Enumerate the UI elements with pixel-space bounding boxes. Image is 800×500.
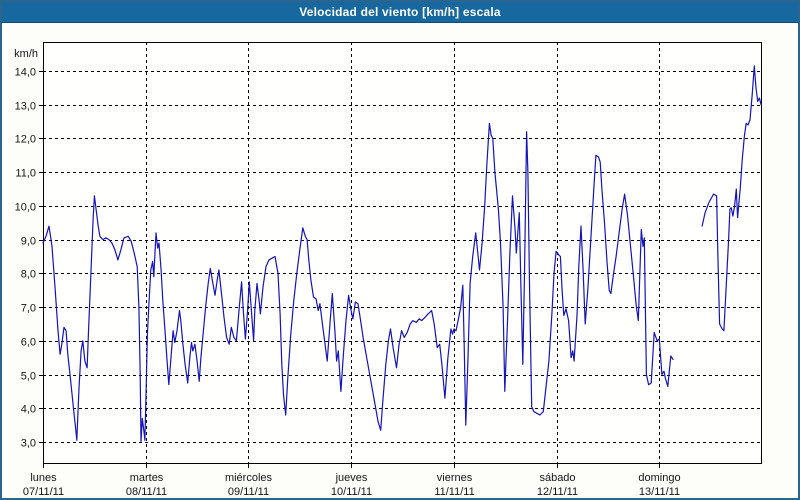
y-axis-tick-label: 8,0 — [21, 269, 36, 281]
plot-background — [43, 42, 762, 464]
chart-area: 14,0 13,0 12,0 11,0 10,0 9,0 8,0 7,0 6,0 5,0 4,0 3,… — [2, 23, 798, 498]
day-date-label: 12/11/11 — [537, 486, 578, 498]
wind-speed-kmh-after-gap-line — [701, 65, 762, 332]
day-date-label: 07/11/11 — [23, 486, 64, 498]
day-name-label: lunes — [30, 472, 57, 484]
day-date-label: 11/11/11 — [434, 486, 474, 498]
y-axis-tick-label: 6,0 — [21, 337, 36, 349]
wind-speed-kmh-line — [42, 122, 674, 443]
y-axis-tick-label: 10,0 — [15, 202, 36, 214]
day-name-label: miércoles — [225, 472, 273, 484]
day-date-label: 10/11/11 — [331, 486, 372, 498]
y-axis-tick-label: 4,0 — [21, 404, 36, 416]
y-axis-tick-label: 14,0 — [15, 67, 36, 79]
y-axis-unit-label: km/h — [14, 48, 38, 60]
day-name-label: jueves — [335, 472, 368, 484]
day-name-label: viernes — [437, 472, 473, 484]
y-axis-tick-label: 11,0 — [15, 168, 36, 180]
y-axis-tick-label: 12,0 — [15, 134, 36, 146]
day-date-label: 09/11/11 — [228, 486, 269, 498]
plot-border — [43, 42, 762, 464]
day-name-label: sábado — [539, 472, 575, 484]
y-axis-tick-label: 3,0 — [21, 438, 36, 450]
y-axis-tick-label: 7,0 — [21, 303, 36, 315]
day-name-label: martes — [130, 472, 164, 484]
day-date-label: 08/11/11 — [126, 486, 167, 498]
y-axis-tick-label: 5,0 — [21, 371, 36, 383]
day-date-label: 13/11/11 — [639, 486, 680, 498]
day-name-label: domingo — [638, 472, 680, 484]
chart-title: Velocidad del viento [km/h] escala — [299, 5, 501, 19]
y-axis-tick-label: 9,0 — [21, 236, 36, 248]
y-axis-tick-label: 13,0 — [15, 101, 36, 113]
title-bar: Velocidad del viento [km/h] escala — [2, 2, 798, 23]
wind-speed-chart: 14,0 13,0 12,0 11,0 10,0 9,0 8,0 7,0 6,0 5,0 4,0 3,… — [14, 42, 762, 498]
